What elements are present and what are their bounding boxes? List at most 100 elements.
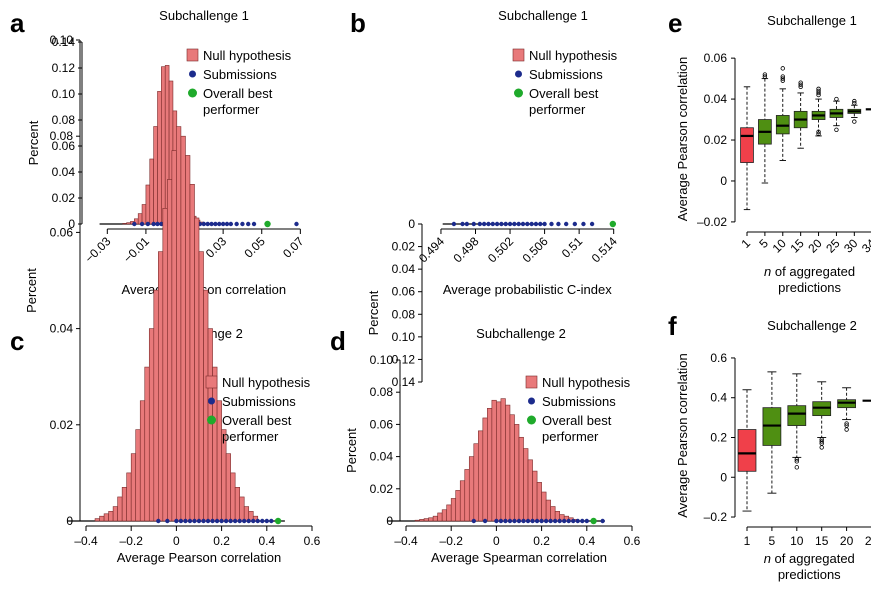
y-tick-label: 0.02 — [50, 418, 74, 432]
null-bar — [230, 472, 236, 522]
legend-best-label: Overall best — [542, 413, 612, 428]
panel-title: Subchallenge 2 — [476, 326, 566, 341]
submission-point — [183, 518, 188, 524]
submission-point — [264, 518, 269, 524]
null-bar — [532, 470, 538, 522]
null-bar — [176, 126, 182, 522]
submission-point — [192, 518, 197, 524]
legend-submissions-swatch — [208, 397, 215, 405]
submission-point — [549, 221, 554, 227]
null-bar — [446, 504, 452, 522]
legend-null-label: Null hypothesis — [222, 375, 311, 390]
null-bar — [441, 509, 447, 522]
box-outlier — [816, 131, 821, 137]
box-outlier — [794, 457, 800, 462]
submission-point — [494, 221, 500, 227]
y-tick-label: 0.06 — [50, 225, 74, 239]
box-outlier — [816, 86, 821, 92]
null-bar — [514, 424, 520, 522]
legend-best-label: performer — [203, 102, 260, 117]
null-bar — [141, 204, 147, 225]
y-tick-label: –0.2 — [704, 510, 728, 524]
panel-title: Subchallenge 1 — [767, 13, 857, 28]
submission-point — [223, 518, 229, 524]
y-tick-label: 0.10 — [50, 33, 74, 47]
panel-label: a — [10, 8, 25, 38]
legend-best-label: performer — [542, 429, 599, 444]
y-tick-label: 0 — [720, 470, 727, 484]
box-outlier — [844, 423, 849, 428]
x-axis-label-line2: predictions — [778, 567, 841, 582]
submission-point — [145, 221, 151, 227]
legend-submissions-swatch — [528, 397, 535, 405]
y-tick-label: 0.4 — [710, 391, 727, 405]
y-axis-label: Percent — [26, 120, 41, 165]
submission-point — [516, 518, 522, 524]
y-tick-label: –0.02 — [697, 215, 727, 229]
submission-point — [251, 221, 257, 227]
panel-title: Subchallenge 1 — [159, 8, 249, 23]
null-bar — [126, 472, 132, 522]
null-bar — [112, 506, 118, 522]
submission-point — [471, 221, 476, 227]
null-bar — [541, 491, 547, 522]
null-bar — [243, 506, 250, 522]
box-outlier — [794, 465, 800, 470]
box-outlier — [762, 74, 768, 79]
submission-point — [538, 221, 543, 227]
x-axis-label-line2: predictions — [778, 280, 841, 295]
box-outlier — [844, 421, 849, 426]
submission-point — [477, 221, 483, 227]
box-outlier — [819, 439, 824, 444]
submission-point — [187, 518, 193, 524]
x-tick-label: 5 — [769, 534, 776, 548]
submission-point — [219, 518, 224, 524]
submission-point — [205, 221, 210, 227]
submission-point — [512, 518, 517, 524]
submission-point — [159, 221, 164, 227]
box-outlier — [794, 459, 800, 464]
null-bar — [225, 453, 231, 522]
y-tick-label: 0.10 — [370, 353, 394, 367]
y-axis-label: Average Pearson correlation — [675, 57, 690, 222]
null-bar — [167, 179, 173, 522]
submission-point — [269, 518, 274, 524]
null-bar — [496, 401, 502, 522]
submission-point — [529, 221, 534, 227]
null-bar — [161, 66, 166, 225]
submission-point — [460, 221, 465, 227]
null-bar — [432, 515, 438, 522]
x-tick-label: –0.2 — [440, 534, 464, 548]
null-bar — [550, 506, 556, 522]
submission-point — [525, 518, 531, 524]
submission-point — [151, 221, 156, 227]
y-tick-label: 0.12 — [52, 61, 76, 75]
panel-label: c — [10, 326, 24, 356]
submission-point — [507, 518, 513, 524]
null-bar — [473, 443, 479, 522]
legend-best-label: Overall best — [203, 86, 273, 101]
null-bar — [212, 366, 218, 522]
submission-point — [482, 518, 488, 524]
y-tick-label: 0.14 — [52, 35, 76, 49]
null-bar — [162, 208, 168, 522]
submission-point — [521, 518, 526, 524]
x-tick-label: 0.6 — [304, 534, 321, 548]
y-tick-label: 0.04 — [392, 262, 416, 276]
submission-point — [201, 518, 206, 524]
null-bar — [491, 399, 497, 522]
null-bar — [171, 150, 177, 522]
null-bar — [234, 487, 240, 522]
submission-point — [580, 518, 585, 524]
null-bar — [500, 398, 506, 522]
x-axis-label: Average Spearman correlation — [431, 550, 607, 565]
submission-point — [548, 518, 553, 524]
submission-point — [498, 518, 504, 524]
submission-point — [213, 221, 218, 227]
legend-best-label: performer — [529, 102, 586, 117]
null-bar — [144, 366, 150, 522]
submission-point — [242, 518, 247, 524]
legend-submissions-label: Submissions — [542, 394, 616, 409]
x-tick-label: –0.2 — [120, 534, 144, 548]
